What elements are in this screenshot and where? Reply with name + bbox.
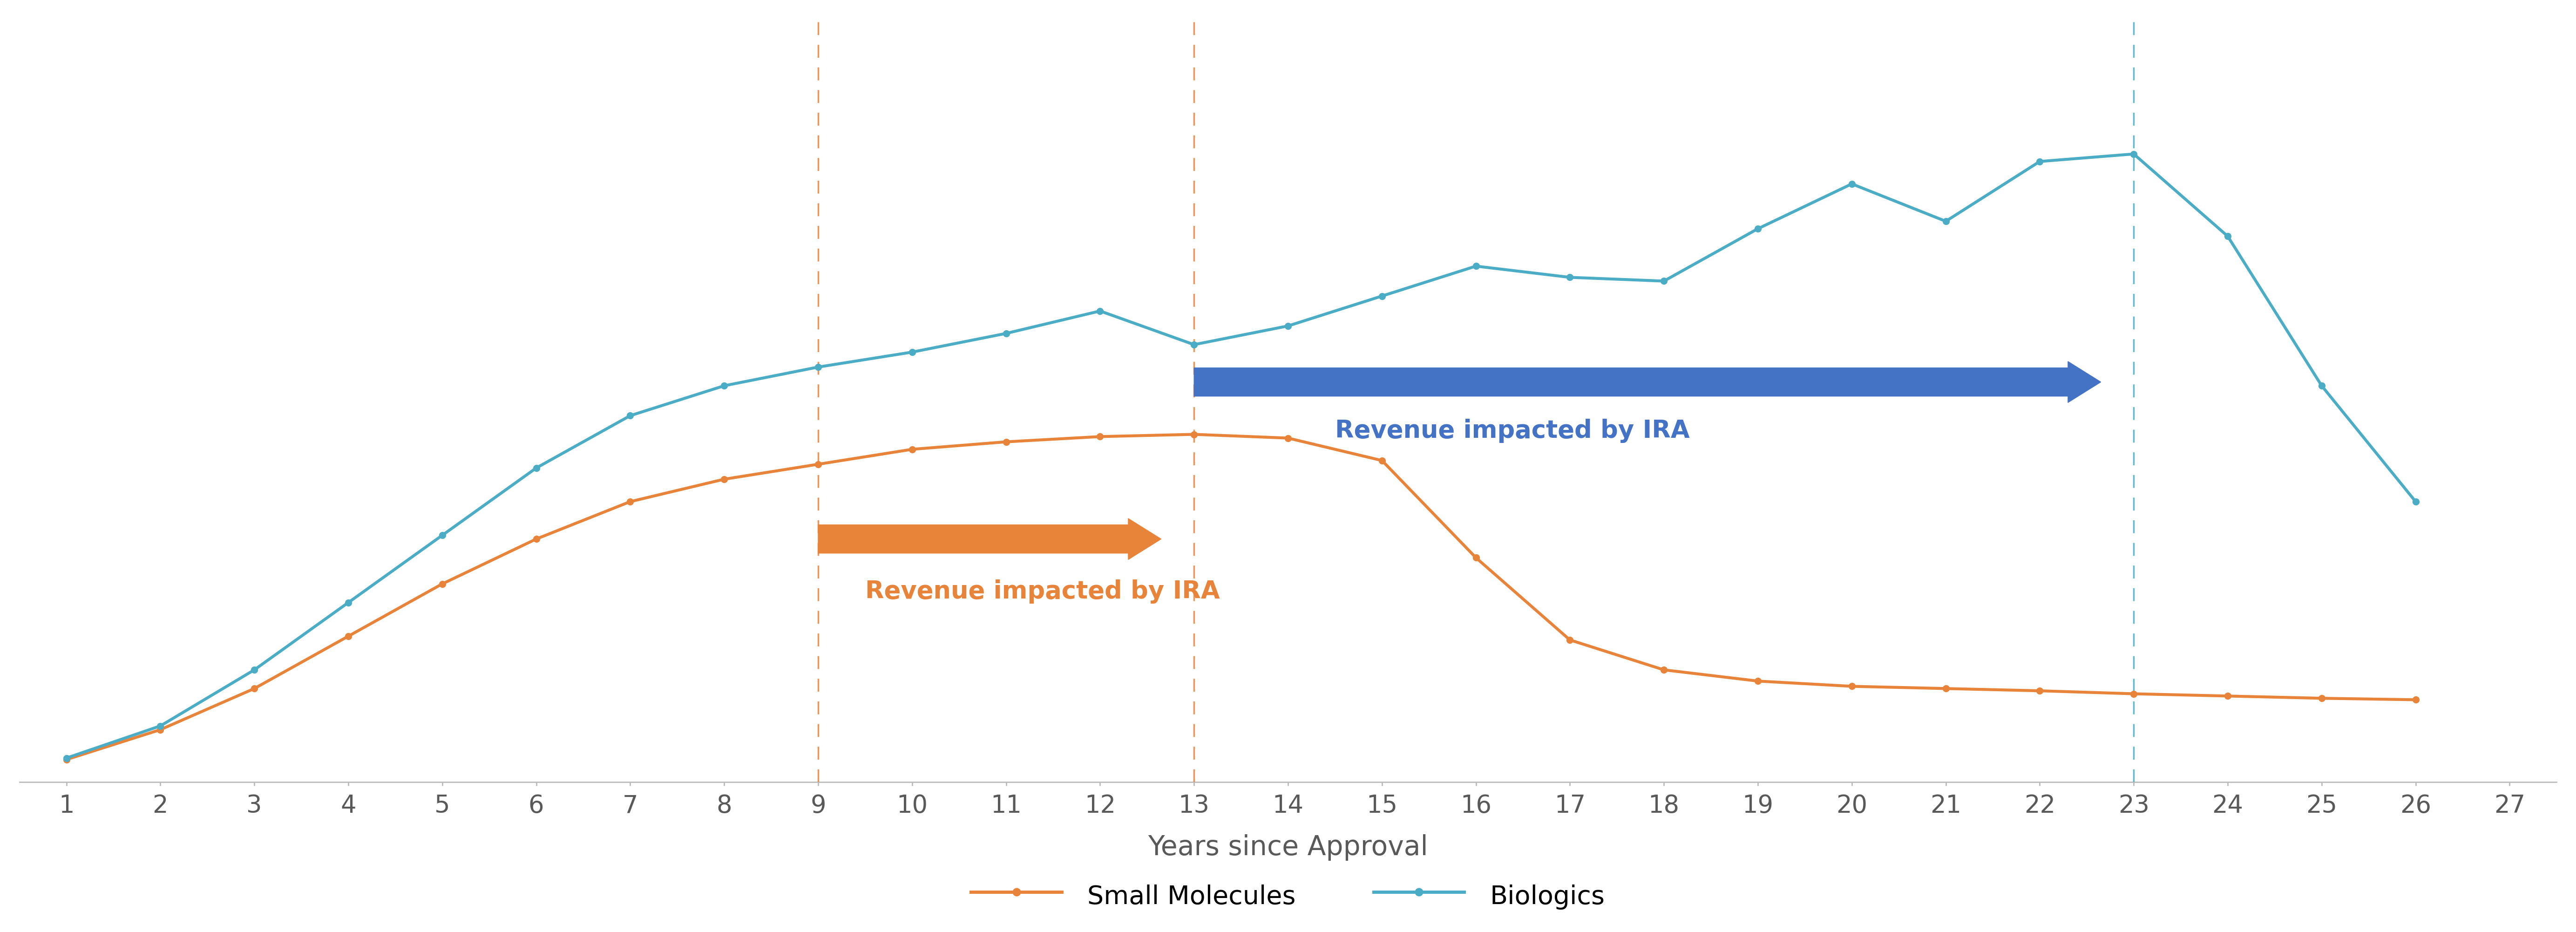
Small Molecules xyxy=(1461,552,1492,563)
Biologics xyxy=(1084,306,1115,317)
Biologics xyxy=(520,462,551,473)
FancyArrow shape xyxy=(819,518,1162,559)
Biologics xyxy=(240,665,270,676)
Biologics xyxy=(1365,291,1396,302)
Biologics xyxy=(1180,339,1211,350)
Small Molecules xyxy=(1180,429,1211,440)
Small Molecules xyxy=(616,496,647,507)
Small Molecules xyxy=(708,473,739,485)
Small Molecules xyxy=(2117,688,2148,699)
Biologics xyxy=(1741,223,1772,234)
Biologics xyxy=(2117,148,2148,159)
Small Molecules xyxy=(1553,635,1584,646)
Small Molecules xyxy=(2306,692,2336,704)
Biologics xyxy=(428,529,459,541)
FancyArrow shape xyxy=(1195,362,2102,403)
Small Molecules xyxy=(1649,665,1680,676)
Biologics xyxy=(896,347,927,358)
Biologics xyxy=(144,720,175,732)
Biologics xyxy=(1649,276,1680,287)
Small Molecules xyxy=(2213,691,2244,702)
Biologics xyxy=(1837,178,1868,189)
Biologics xyxy=(2306,380,2336,391)
Small Molecules xyxy=(52,754,82,765)
Biologics xyxy=(804,362,835,373)
Small Molecules xyxy=(520,533,551,544)
Biologics xyxy=(1553,272,1584,283)
Small Molecules xyxy=(2401,694,2432,706)
Small Molecules xyxy=(144,724,175,735)
Small Molecules xyxy=(428,578,459,589)
Small Molecules xyxy=(1929,683,1960,694)
Biologics xyxy=(2213,230,2244,241)
Legend: Small Molecules, Biologics: Small Molecules, Biologics xyxy=(961,870,1615,922)
Biologics xyxy=(2025,156,2056,167)
Small Molecules xyxy=(1837,680,1868,692)
Biologics xyxy=(616,410,647,421)
Small Molecules xyxy=(896,444,927,455)
Biologics xyxy=(992,328,1023,339)
Biologics xyxy=(52,752,82,763)
Line: Biologics: Biologics xyxy=(64,151,2419,761)
Small Molecules xyxy=(1084,431,1115,442)
Small Molecules xyxy=(332,631,363,642)
Small Molecules xyxy=(2025,685,2056,696)
Biologics xyxy=(708,380,739,391)
Small Molecules xyxy=(1741,676,1772,687)
Small Molecules xyxy=(992,436,1023,447)
Small Molecules xyxy=(1365,455,1396,466)
Biologics xyxy=(2401,496,2432,507)
Biologics xyxy=(332,597,363,609)
Text: Revenue impacted by IRA: Revenue impacted by IRA xyxy=(1334,418,1690,443)
Biologics xyxy=(1929,215,1960,226)
Biologics xyxy=(1461,261,1492,272)
X-axis label: Years since Approval: Years since Approval xyxy=(1149,834,1427,860)
Biologics xyxy=(1273,321,1303,332)
Line: Small Molecules: Small Molecules xyxy=(64,432,2419,762)
Text: Revenue impacted by IRA: Revenue impacted by IRA xyxy=(866,580,1221,603)
Small Molecules xyxy=(1273,432,1303,444)
Small Molecules xyxy=(804,459,835,470)
Small Molecules xyxy=(240,683,270,694)
